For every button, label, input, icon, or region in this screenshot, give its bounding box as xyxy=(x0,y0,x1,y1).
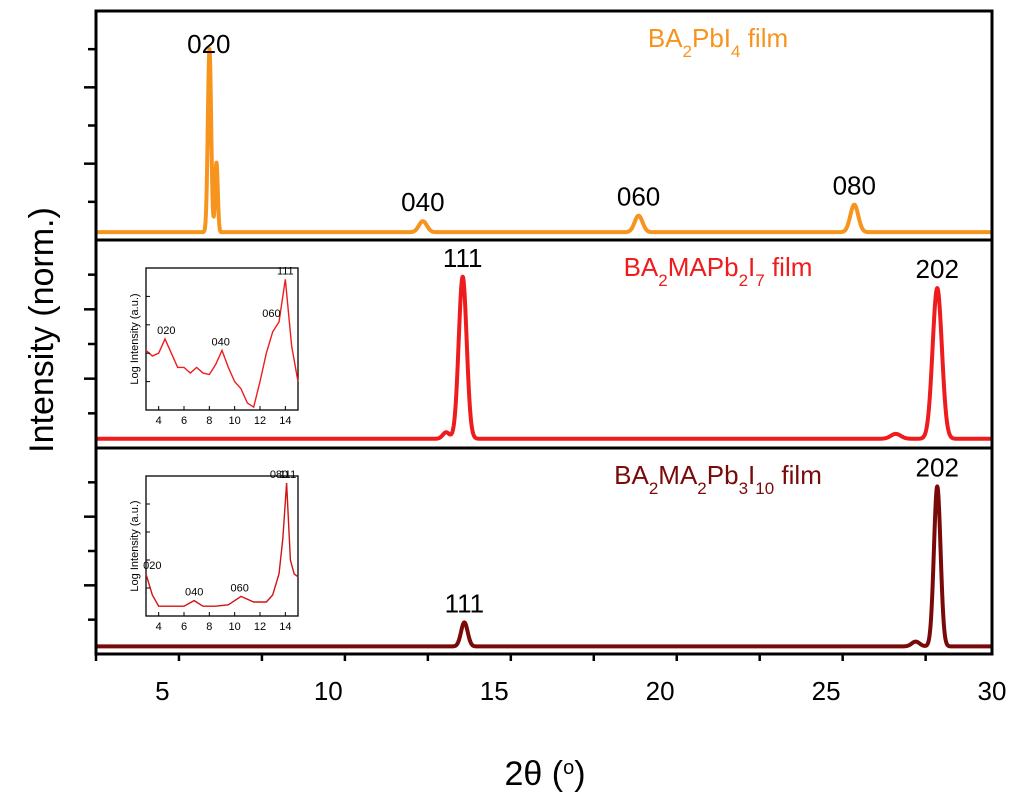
inset-peak-label-040: 040 xyxy=(212,336,230,348)
inset-frame xyxy=(145,267,299,411)
inset-x-tick-label: 14 xyxy=(279,621,291,633)
x-tick-label: 10 xyxy=(314,676,343,706)
x-axis-title: 2θ (o) xyxy=(504,755,585,793)
inset-x-tick-label: 4 xyxy=(156,415,162,427)
inset-peak-label-060: 060 xyxy=(231,582,249,594)
series-line-3 xyxy=(94,484,994,649)
inset-x-tick-label: 14 xyxy=(279,415,291,427)
x-tick-label: 25 xyxy=(812,676,841,706)
inset-x-tick-label: 10 xyxy=(229,415,241,427)
x-tick-label: 30 xyxy=(978,676,1007,706)
x-tick-label: 5 xyxy=(155,676,169,706)
inset-y-axis-title: Log Intensity (a.u.) xyxy=(129,293,141,384)
inset-line xyxy=(145,279,299,409)
x-tick-label: 15 xyxy=(480,676,509,706)
inset-x-tick-label: 8 xyxy=(206,415,212,427)
panel-3: BA2MA2Pb3I10 film 111 202 4 6 8 10 12 14 020 040 06… xyxy=(84,452,994,649)
inset-x-tick-label: 8 xyxy=(206,621,212,633)
inset-x-tick-label: 4 xyxy=(156,621,162,633)
series-label-1: BA2PbI4 film xyxy=(648,23,788,61)
plot-frame xyxy=(94,9,994,656)
inset-x-tick-label: 6 xyxy=(181,415,187,427)
series-label-3: BA2MA2Pb3I10 film xyxy=(614,460,822,498)
peak-label-040: 040 xyxy=(401,187,444,217)
peak-label-202: 202 xyxy=(916,452,959,482)
peak-label-060: 060 xyxy=(617,182,660,212)
inset-peak-label-020: 020 xyxy=(157,325,175,337)
inset-peak-label-111: 111 xyxy=(279,469,296,481)
peak-label-080: 080 xyxy=(833,171,876,201)
inset-peak-label-080: 080 xyxy=(270,469,288,481)
y-axis-title: Intensity (norm.) xyxy=(23,207,61,453)
inset-x-tick-label: 12 xyxy=(254,415,266,427)
peak-label-020: 020 xyxy=(187,29,230,59)
inset-peak-label-111: 111 xyxy=(277,265,294,277)
series-line-1 xyxy=(94,47,994,235)
series-line-2 xyxy=(94,274,994,441)
x-tick-label: 20 xyxy=(646,676,675,706)
panel-2: BA2MAPb2I7 film 111 202 4 6 8 10 12 14 020 040 060 1… xyxy=(84,243,994,441)
peak-label-111: 111 xyxy=(443,243,483,273)
peak-label-111: 111 xyxy=(445,588,485,618)
inset-x-tick-label: 6 xyxy=(181,621,187,633)
inset-y-axis-title: Log Intensity (a.u.) xyxy=(129,500,141,591)
inset-peak-label-060: 060 xyxy=(262,308,280,320)
inset-x-tick-label: 12 xyxy=(254,621,266,633)
series-label-2: BA2MAPb2I7 film xyxy=(624,252,813,290)
inset-x-tick-label: 10 xyxy=(229,621,241,633)
inset-line xyxy=(145,482,299,607)
peak-label-202: 202 xyxy=(916,254,959,284)
inset-peak-label-040: 040 xyxy=(185,587,203,599)
inset-2: 4 6 8 10 12 14 020 040 060 111 Log Intensity (a.u.… xyxy=(129,265,299,427)
inset-peak-label-020: 020 xyxy=(143,560,161,572)
panel-1: BA2PbI4 film 020 040 060 080 xyxy=(84,23,994,235)
inset-frame xyxy=(145,475,299,617)
